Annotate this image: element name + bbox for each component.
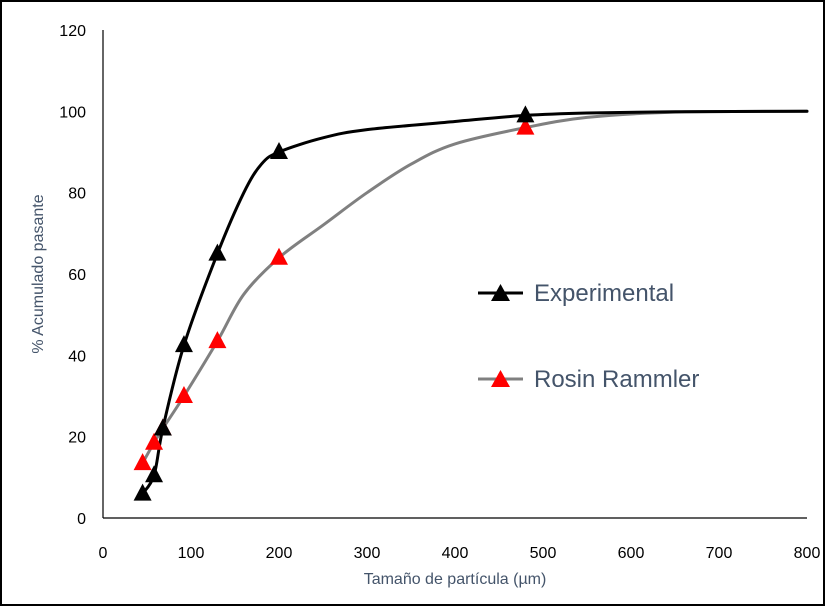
legend-item-rosin-rammler: Rosin Rammler [478, 366, 699, 393]
data-point-rosin-rammler [174, 386, 193, 403]
x-axis-title: Tamaño de partícula (µm) [364, 571, 547, 588]
y-axis-title: % Acumulado pasante [30, 194, 47, 353]
x-tick-label: 400 [442, 545, 469, 562]
series-line-experimental [141, 109, 809, 496]
legend-label-rosin-rammler: Rosin Rammler [534, 366, 699, 393]
y-tick-label: 40 [68, 348, 86, 365]
y-tick-label: 0 [77, 511, 86, 528]
axes [102, 30, 807, 519]
x-tick-label: 700 [706, 545, 733, 562]
legend: Experimental Rosin Rammler [478, 280, 699, 393]
x-tick-label: 300 [354, 545, 381, 562]
y-tick-label: 80 [68, 186, 86, 203]
y-tick-label: 120 [59, 23, 86, 40]
data-point-experimental [153, 418, 172, 436]
series-markers [133, 105, 535, 501]
data-point-rosin-rammler [270, 247, 288, 265]
data-point-experimental [208, 243, 227, 261]
data-point-rosin-rammler [133, 453, 152, 471]
legend-marker-experimental [491, 284, 510, 301]
legend-item-experimental: Experimental [478, 280, 674, 307]
x-tick-label: 100 [178, 545, 205, 562]
y-tick-label: 20 [68, 430, 86, 447]
data-point-rosin-rammler [145, 432, 164, 450]
series-line-rosin-rammler [141, 109, 809, 465]
x-tick-label: 600 [618, 545, 645, 562]
x-tick-label: 0 [99, 545, 108, 562]
x-tick-label: 800 [794, 545, 821, 562]
y-tick-label: 60 [68, 267, 86, 284]
legend-marker-rosin-rammler [491, 370, 510, 387]
data-point-experimental [174, 335, 193, 353]
x-tick-labels: 0 100 200 300 400 500 600 700 800 [99, 545, 821, 562]
data-point-experimental [133, 483, 152, 501]
x-tick-label: 200 [266, 545, 293, 562]
data-point-experimental [516, 105, 535, 123]
series-curves [141, 109, 809, 496]
data-point-rosin-rammler [208, 331, 227, 349]
data-point-experimental [270, 142, 288, 159]
y-tick-labels: 0 20 40 60 80 100 120 [59, 23, 86, 528]
x-tick-label: 500 [530, 545, 557, 562]
data-point-rosin-rammler [516, 117, 535, 135]
data-point-experimental [145, 465, 164, 483]
legend-label-experimental: Experimental [534, 280, 674, 307]
y-tick-label: 100 [59, 104, 86, 121]
